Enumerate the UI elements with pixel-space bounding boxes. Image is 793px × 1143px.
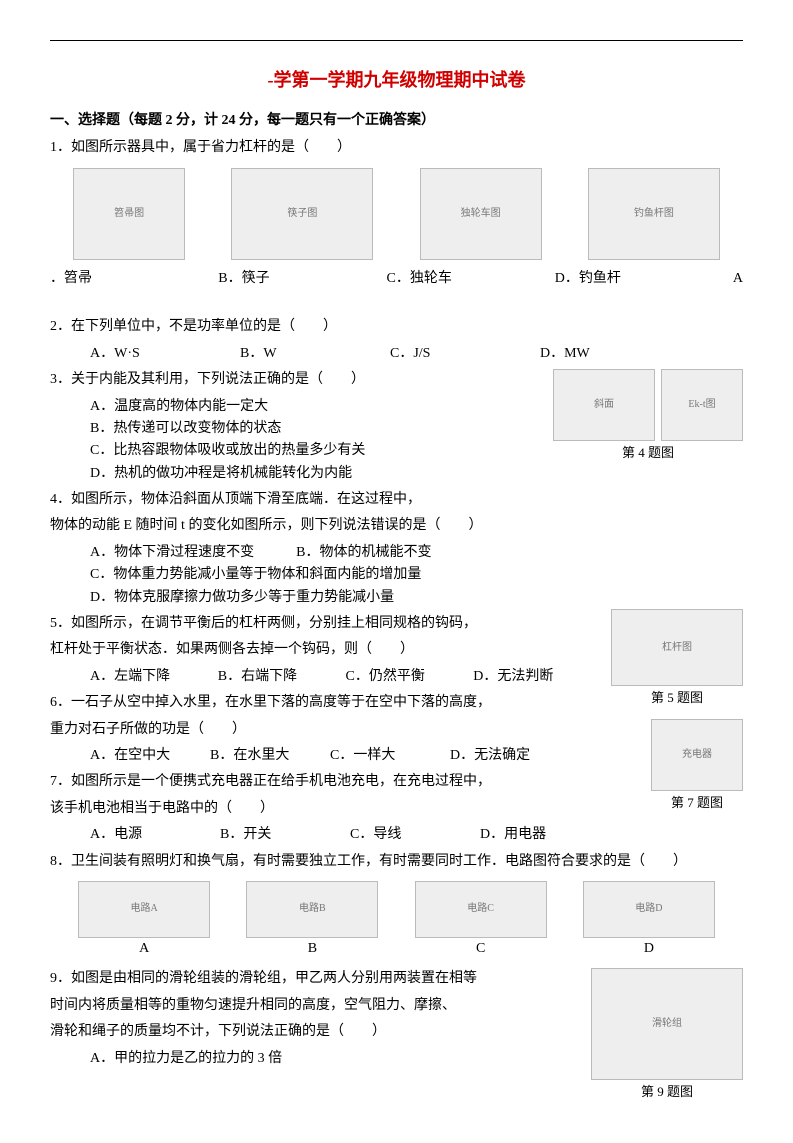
question-2: 2．在下列单位中，不是功率单位的是（ ） [50,316,743,338]
q8-cap-b: B [246,938,378,960]
q4-opt-ab: A．物体下滑过程速度不变 B．物体的机械能不变 [50,542,743,564]
question-7-line1: 7．如图所示是一个便携式充电器正在给手机电池充电，在充电过程中， [50,771,743,793]
q3-opt-d: D．热机的做功冲程是将机械能转化为内能 [50,463,743,485]
question-4-line2: 物体的动能 E 随时间 t 的变化如图所示，则下列说法错误的是（ ） [50,515,743,537]
question-5-line1: 5．如图所示，在调节平衡后的杠杆两侧，分别挂上相同规格的钩码， [50,613,743,635]
question-6-line2: 重力对石子所做的功是（ ） [50,719,743,741]
q4-opt-d: D．物体克服摩擦力做功多少等于重力势能减小量 [50,587,743,609]
question-9-line3: 滑轮和绳子的质量均不计，下列说法正确的是（ ） [50,1021,743,1043]
question-9-line2: 时间内将质量相等的重物匀速提升相同的高度，空气阻力、摩擦、 [50,995,743,1017]
q8-circuit-a: 电路A [78,881,210,938]
q6-options: A．在空中大 B．在水里大 C．一样大 D．无法确定 [50,745,641,767]
q8-cell-b: 电路B B [246,881,378,960]
question-7-line2: 该手机电池相当于电路中的（ ） [50,798,743,820]
question-9-line1: 9．如图是由相同的滑轮组装的滑轮组，甲乙两人分别用两装置在相等 [50,968,743,990]
q1-opt-d: D．钓鱼杆 [555,268,723,290]
question-5-line2: 杠杆处于平衡状态．如果两侧各去掉一个钩码，则（ ） [50,639,743,661]
question-4-line1: 4．如图所示，物体沿斜面从顶端下滑至底端．在这过程中， [50,489,743,511]
q1-opt-c: C．独轮车 [387,268,555,290]
section-1-header: 一、选择题（每题 2 分，计 24 分，每一题只有一个正确答案） [50,110,743,132]
q1-right-letter: A [723,268,743,290]
q7-opt-c: C．导线 [350,824,480,846]
q8-cap-c: C [415,938,547,960]
q6-opt-a: A．在空中大 [90,745,210,767]
q2-opt-b: B．W [240,343,390,365]
q8-cell-a: 电路A A [78,881,210,960]
q4-opt-c: C．物体重力势能减小量等于物体和斜面内能的增加量 [50,564,743,586]
q6-opt-d: D．无法确定 [450,745,570,767]
question-8: 8．卫生间装有照明灯和换气扇，有时需要独立工作，有时需要同时工作．电路图符合要求… [50,851,743,873]
q4-caption: 第 4 题图 [553,443,743,464]
q1-image-row: 笤帚图 筷子图 独轮车图 钓鱼杆图 [50,168,743,260]
q7-opt-d: D．用电器 [480,824,610,846]
q7-options: A．电源 B．开关 C．导线 D．用电器 [50,824,743,846]
q8-cell-c: 电路C C [415,881,547,960]
q8-cap-d: D [583,938,715,960]
q2-opt-a: A．W·S [90,343,240,365]
q7-opt-b: B．开关 [220,824,350,846]
top-divider [50,40,743,41]
q9-caption: 第 9 题图 [591,1082,743,1103]
q8-circuit-c: 电路C [415,881,547,938]
q8-circuit-b: 电路B [246,881,378,938]
q5-opt-b: B．右端下降 [218,666,346,688]
q8-circuit-d: 电路D [583,881,715,938]
q2-opt-d: D．MW [540,343,690,365]
q8-cell-d: 电路D D [583,881,715,960]
q5-opt-c: C．仍然平衡 [346,666,474,688]
q6-opt-b: B．在水里大 [210,745,330,767]
q7-opt-a: A．电源 [90,824,220,846]
q8-circuit-row: 电路A A 电路B B 电路C C 电路D D [50,881,743,960]
q5-opt-d: D．无法判断 [473,666,601,688]
q8-cap-a: A [78,938,210,960]
q1-img-c: 独轮车图 [420,168,542,260]
q1-img-b: 筷子图 [231,168,373,260]
q5-options: A．左端下降 B．右端下降 C．仍然平衡 D．无法判断 [50,666,601,688]
q6-opt-c: C．一样大 [330,745,450,767]
q1-opt-a: ．笤帚 [50,268,218,290]
q1-opt-b: B．筷子 [218,268,386,290]
q1-options-row: ．笤帚 B．筷子 C．独轮车 D．钓鱼杆 A [50,268,743,290]
question-3: 3．关于内能及其利用，下列说法正确的是（ ） [50,369,743,391]
exam-title: -学第一学期九年级物理期中试卷 [50,66,743,95]
question-6-line1: 6．一石子从空中掉入水里，在水里下落的高度等于在空中下落的高度， [50,692,743,714]
q1-img-a: 笤帚图 [73,168,185,260]
q1-img-d: 钓鱼杆图 [588,168,720,260]
q5-opt-a: A．左端下降 [90,666,218,688]
q2-opt-c: C．J/S [390,343,540,365]
question-1: 1．如图所示器具中，属于省力杠杆的是（ ） [50,137,743,159]
q2-options: A．W·S B．W C．J/S D．MW [50,343,743,365]
